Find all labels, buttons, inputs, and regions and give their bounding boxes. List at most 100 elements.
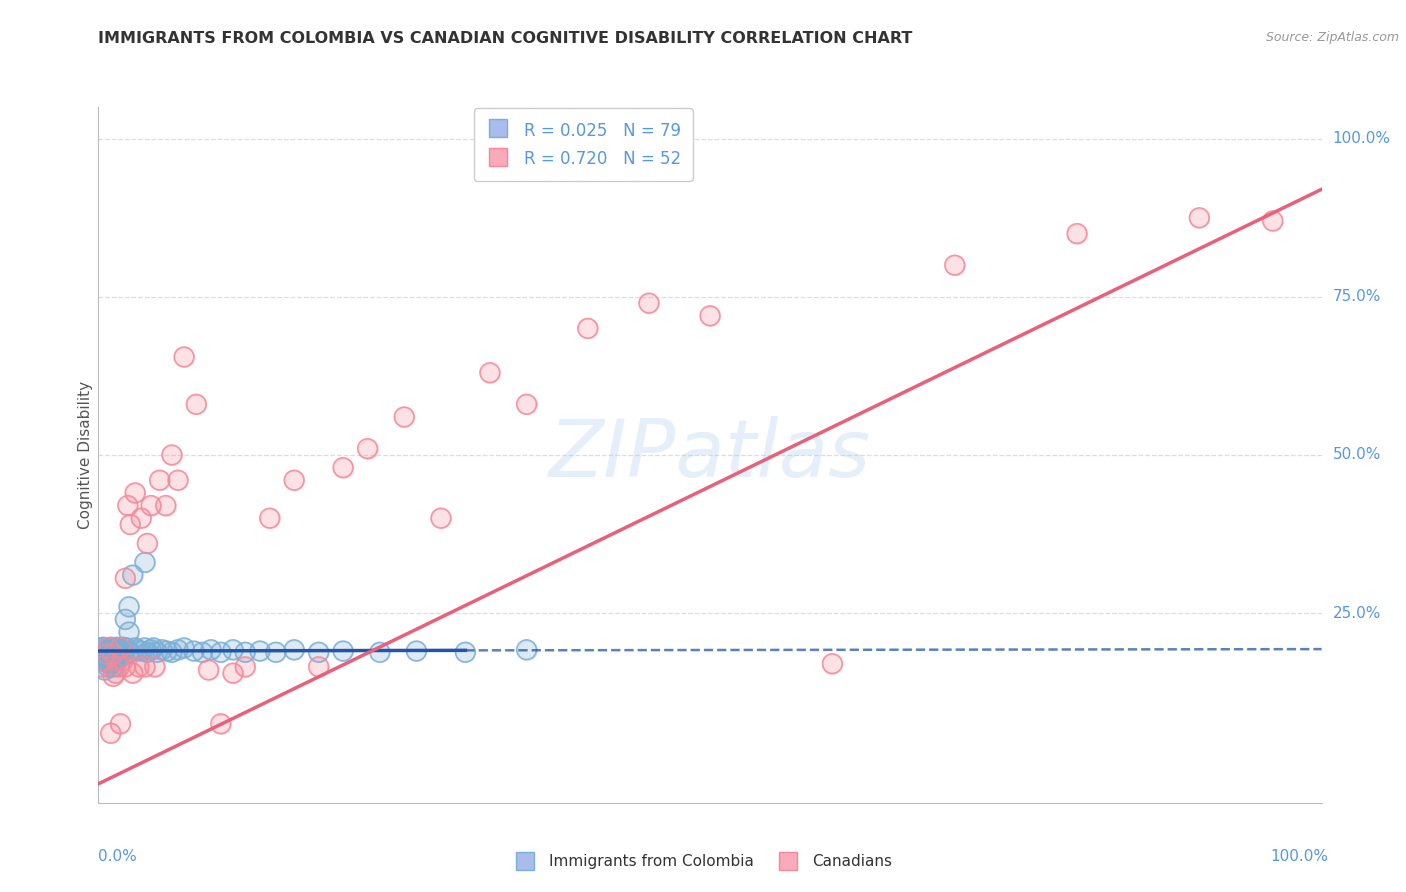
Point bbox=[129, 511, 152, 525]
Point bbox=[101, 647, 124, 661]
Point bbox=[405, 644, 427, 658]
Point bbox=[101, 652, 124, 666]
Point bbox=[91, 648, 114, 663]
Point bbox=[96, 647, 118, 661]
Point bbox=[111, 653, 134, 667]
Point bbox=[156, 644, 179, 658]
Point bbox=[430, 511, 453, 525]
Point bbox=[139, 499, 162, 513]
Point bbox=[454, 645, 477, 659]
Point bbox=[101, 669, 124, 683]
Point bbox=[139, 642, 162, 657]
Point bbox=[108, 647, 131, 661]
Point bbox=[91, 642, 114, 657]
Point bbox=[392, 409, 416, 424]
Text: Source: ZipAtlas.com: Source: ZipAtlas.com bbox=[1265, 31, 1399, 45]
Point bbox=[136, 645, 159, 659]
Point bbox=[94, 653, 117, 667]
Point bbox=[209, 645, 232, 659]
Point bbox=[93, 647, 115, 661]
Point bbox=[173, 640, 195, 655]
Point bbox=[167, 642, 190, 657]
Point bbox=[98, 648, 121, 663]
Point bbox=[136, 536, 159, 550]
Point bbox=[200, 642, 222, 657]
Point bbox=[134, 556, 156, 570]
Point bbox=[249, 644, 271, 658]
Point bbox=[283, 473, 305, 487]
Point bbox=[97, 641, 120, 656]
Legend: Immigrants from Colombia, Canadians: Immigrants from Colombia, Canadians bbox=[508, 848, 898, 875]
Point bbox=[142, 640, 165, 655]
Point bbox=[98, 642, 121, 657]
Point bbox=[110, 716, 132, 731]
Point bbox=[110, 642, 132, 657]
Point bbox=[209, 716, 232, 731]
Point bbox=[478, 366, 501, 380]
Point bbox=[160, 448, 183, 462]
Point bbox=[160, 645, 183, 659]
Point bbox=[107, 644, 129, 658]
Point bbox=[115, 640, 138, 655]
Point bbox=[94, 642, 117, 657]
Point bbox=[129, 511, 152, 525]
Point bbox=[103, 648, 125, 663]
Point bbox=[699, 309, 721, 323]
Point bbox=[167, 473, 190, 487]
Point bbox=[136, 645, 159, 659]
Point bbox=[101, 642, 124, 657]
Point bbox=[368, 645, 391, 659]
Point bbox=[332, 644, 354, 658]
Point bbox=[91, 660, 114, 674]
Point bbox=[120, 517, 142, 532]
Point bbox=[576, 321, 599, 335]
Point bbox=[264, 645, 287, 659]
Point bbox=[222, 666, 245, 681]
Point bbox=[100, 653, 122, 667]
Point bbox=[96, 648, 118, 662]
Point bbox=[97, 640, 120, 655]
Text: IMMIGRANTS FROM COLOMBIA VS CANADIAN COGNITIVE DISABILITY CORRELATION CHART: IMMIGRANTS FROM COLOMBIA VS CANADIAN COG… bbox=[98, 31, 912, 46]
Point bbox=[120, 645, 142, 659]
Point bbox=[94, 646, 117, 660]
Point bbox=[129, 644, 152, 658]
Point bbox=[101, 669, 124, 683]
Point bbox=[155, 499, 177, 513]
Text: 50.0%: 50.0% bbox=[1333, 448, 1381, 462]
Point bbox=[127, 642, 149, 657]
Point bbox=[136, 536, 159, 550]
Point bbox=[91, 640, 114, 655]
Point bbox=[183, 644, 205, 658]
Point bbox=[118, 599, 141, 614]
Point bbox=[103, 648, 125, 663]
Point bbox=[121, 568, 143, 582]
Point bbox=[111, 645, 134, 659]
Text: 75.0%: 75.0% bbox=[1333, 289, 1381, 304]
Point bbox=[308, 645, 330, 659]
Point bbox=[101, 660, 124, 674]
Point bbox=[98, 648, 121, 663]
Point bbox=[118, 599, 141, 614]
Point bbox=[120, 517, 142, 532]
Point bbox=[96, 656, 118, 670]
Point bbox=[110, 640, 132, 655]
Point bbox=[105, 653, 128, 667]
Point bbox=[515, 642, 537, 657]
Point bbox=[100, 640, 122, 655]
Point bbox=[124, 640, 146, 655]
Point bbox=[97, 647, 120, 661]
Point bbox=[515, 397, 537, 411]
Point bbox=[93, 644, 115, 658]
Point bbox=[197, 663, 219, 677]
Point bbox=[134, 640, 156, 655]
Point bbox=[91, 648, 114, 663]
Point bbox=[233, 660, 256, 674]
Point bbox=[576, 321, 599, 335]
Point bbox=[101, 643, 124, 657]
Point bbox=[97, 660, 120, 674]
Point bbox=[124, 640, 146, 655]
Point bbox=[114, 660, 136, 674]
Point bbox=[91, 640, 114, 655]
Point bbox=[121, 666, 143, 681]
Point bbox=[105, 645, 128, 659]
